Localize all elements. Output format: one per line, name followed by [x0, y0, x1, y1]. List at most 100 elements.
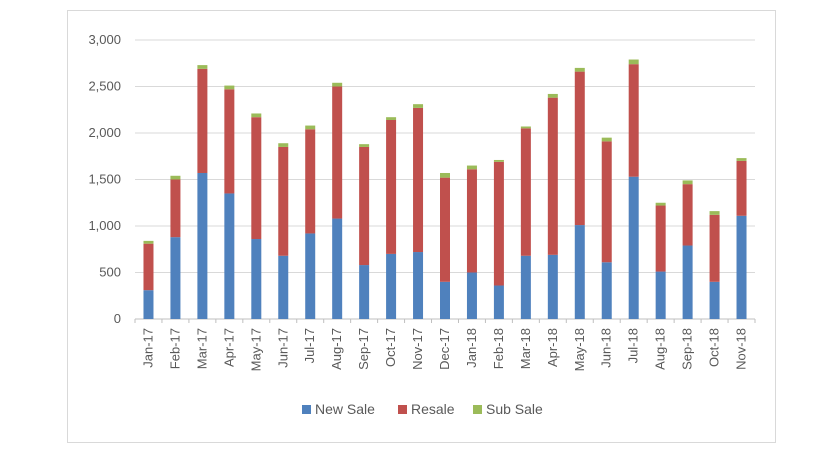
x-tick-label: Feb-18 [491, 328, 506, 369]
bar-new-sale [386, 253, 397, 319]
bar-sub-sale [413, 104, 424, 108]
bar-resale [224, 89, 235, 194]
bar-sub-sale [251, 113, 262, 118]
x-tick-label: Jul-17 [302, 328, 317, 363]
bar-resale [197, 68, 208, 173]
bar-resale [601, 141, 612, 263]
bar-new-sale [440, 281, 450, 319]
bar-new-sale [305, 233, 316, 319]
bar-resale [386, 119, 397, 254]
x-tick-label: Sep-18 [680, 328, 695, 370]
x-tick-label: Aug-18 [653, 328, 668, 370]
bar-sub-sale [386, 117, 397, 120]
x-tick-label: Dec-17 [437, 328, 452, 370]
x-tick-label: Apr-18 [545, 328, 560, 367]
x-tick-label: Feb-17 [167, 328, 182, 369]
legend-swatch-new-sale [302, 405, 311, 414]
bar-resale [574, 71, 585, 226]
bar-new-sale [143, 290, 154, 319]
y-tick-label: 2,500 [88, 79, 121, 94]
bar-new-sale [547, 254, 558, 319]
bar-new-sale [413, 252, 424, 319]
bar-resale [628, 64, 639, 177]
bar-sub-sale [224, 85, 235, 90]
y-tick-label: 500 [99, 265, 121, 280]
legend-label: New Sale [315, 401, 375, 417]
bar-new-sale [709, 281, 720, 319]
x-tick-label: Oct-17 [383, 328, 398, 367]
bar-sub-sale [197, 65, 208, 69]
bar-sub-sale [493, 159, 504, 162]
bar-new-sale [601, 262, 612, 319]
bar-new-sale [197, 172, 208, 319]
y-tick-label: 1,500 [88, 172, 121, 187]
bar-resale [359, 146, 370, 266]
bar-sub-sale [359, 144, 370, 147]
legend-label: Sub Sale [486, 401, 543, 417]
bar-sub-sale [736, 158, 747, 161]
bar-new-sale [466, 272, 477, 319]
bar-resale [143, 243, 154, 291]
bar-resale [682, 184, 693, 246]
bar-new-sale [278, 255, 289, 319]
bar-resale [278, 146, 289, 256]
x-tick-label: May-18 [572, 328, 587, 371]
x-tick-label: Mar-17 [194, 328, 209, 369]
bar-new-sale [736, 215, 747, 319]
bar-resale [251, 117, 262, 240]
bar-resale [655, 205, 666, 272]
y-tick-label: 2,000 [88, 125, 121, 140]
x-tick-label: Sep-17 [356, 328, 371, 370]
bar-resale [520, 128, 531, 256]
y-tick-label: 3,000 [88, 32, 121, 47]
x-tick-label: Oct-18 [707, 328, 722, 367]
legend-swatch-sub-sale [473, 405, 482, 414]
x-tick-label: Aug-17 [329, 328, 344, 370]
bar-sub-sale [466, 165, 477, 170]
bar-resale [709, 214, 720, 282]
x-tick-label: Jun-17 [275, 328, 290, 368]
bar-new-sale [359, 265, 370, 319]
bar-new-sale [628, 176, 639, 319]
bar-sub-sale [170, 175, 181, 180]
bar-sub-sale [143, 240, 154, 244]
bar-resale [440, 177, 450, 282]
x-tick-label: Nov-18 [734, 328, 749, 370]
bar-resale [466, 169, 477, 273]
bar-new-sale [224, 193, 235, 319]
x-tick-label: Mar-18 [518, 328, 533, 369]
y-tick-label: 0 [114, 311, 121, 326]
x-tick-label: Jun-18 [599, 328, 614, 368]
bar-sub-sale [440, 172, 450, 178]
x-tick-label: Apr-17 [221, 328, 236, 367]
bar-new-sale [682, 245, 693, 319]
bar-resale [170, 179, 181, 238]
bar-resale [332, 86, 343, 219]
bar-sub-sale [574, 67, 585, 72]
bar-new-sale [655, 271, 666, 319]
legend-swatch-resale [398, 405, 407, 414]
bar-resale [305, 129, 316, 234]
x-tick-label: Jan-17 [140, 328, 155, 368]
bar-sub-sale [682, 180, 693, 185]
bar-sub-sale [655, 202, 666, 206]
bar-sub-sale [332, 82, 343, 87]
x-tick-label: Nov-17 [410, 328, 425, 370]
bar-sub-sale [520, 126, 531, 129]
y-tick-label: 1,000 [88, 218, 121, 233]
bar-sub-sale [278, 143, 289, 147]
bar-new-sale [493, 285, 504, 319]
x-tick-label: May-17 [248, 328, 263, 371]
bar-new-sale [520, 255, 531, 319]
bar-new-sale [170, 237, 181, 319]
bar-new-sale [251, 239, 262, 319]
bar-sub-sale [628, 59, 639, 65]
x-tick-label: Jan-18 [464, 328, 479, 368]
bar-resale [413, 107, 424, 253]
bar-sub-sale [547, 93, 558, 98]
bar-sub-sale [709, 211, 720, 215]
bar-new-sale [574, 225, 585, 319]
bar-sub-sale [601, 137, 612, 142]
bar-resale [493, 161, 504, 286]
